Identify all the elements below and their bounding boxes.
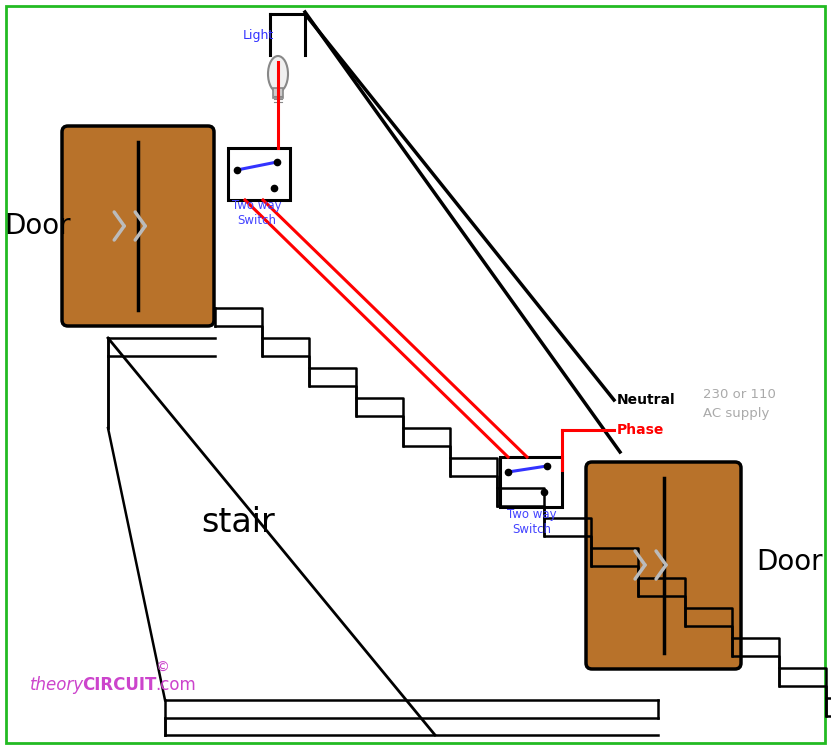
Text: .com: .com [155, 676, 196, 694]
Text: Door: Door [757, 548, 824, 576]
Text: Phase: Phase [617, 423, 664, 437]
Text: Door: Door [5, 212, 71, 240]
Text: Two way
Switch: Two way Switch [507, 508, 557, 536]
Text: Neutral: Neutral [617, 393, 676, 407]
Bar [273, 88, 283, 98]
Text: ©: © [155, 661, 169, 675]
Text: stair: stair [201, 506, 275, 539]
Text: AC supply: AC supply [703, 407, 770, 419]
Bar [228, 148, 290, 200]
Text: Light: Light [243, 28, 273, 41]
Text: 230 or 110: 230 or 110 [703, 389, 776, 401]
Text: Two way
Switch: Two way Switch [232, 199, 282, 227]
FancyBboxPatch shape [62, 126, 214, 326]
Ellipse shape [268, 56, 288, 92]
FancyBboxPatch shape [586, 462, 741, 669]
Text: CIRCUIT: CIRCUIT [82, 676, 156, 694]
Text: theory: theory [30, 676, 84, 694]
Bar [500, 457, 562, 507]
